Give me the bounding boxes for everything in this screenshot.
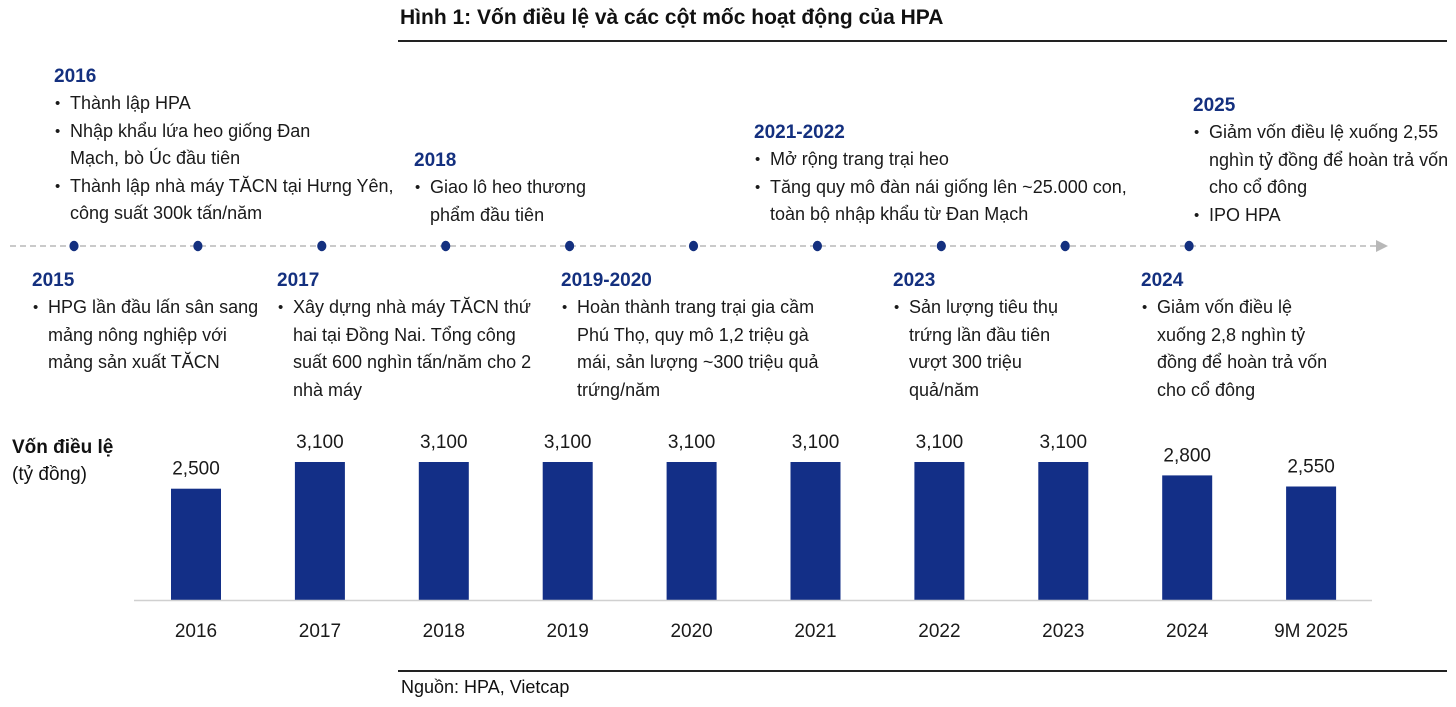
event-2024: 2024 Giảm vốn điều lệ xuống 2,8 nghìn tỷ… <box>1141 267 1351 404</box>
bar-9m-2025 <box>1286 486 1337 600</box>
event-year: 2024 <box>1141 270 1184 291</box>
title-rule <box>398 40 1447 42</box>
timeline-dot-icon <box>1184 240 1194 252</box>
timeline-dot-icon <box>317 240 327 252</box>
event-item: Giảm vốn điều lệ xuống 2,8 nghìn tỷ đồng… <box>1141 294 1337 404</box>
event-2019-2020: 2019-2020 Hoàn thành trang trại gia cầm … <box>561 267 831 404</box>
timeline-dot-icon <box>69 240 79 252</box>
timeline-dot-icon <box>812 240 823 252</box>
event-2023: 2023 Sản lượng tiêu thụ trứng lần đầu ti… <box>893 267 1093 404</box>
bar-2018 <box>418 462 469 600</box>
event-item: Sản lượng tiêu thụ trứng lần đầu tiên vư… <box>893 294 1089 404</box>
x-tick-label: 2018 <box>423 621 465 642</box>
bar-value-label: 3,100 <box>296 432 344 453</box>
bar-value-label: 3,100 <box>668 432 716 453</box>
bar-2024 <box>1162 475 1213 600</box>
source-note: Nguồn: HPA, Vietcap <box>401 677 570 697</box>
event-year: 2015 <box>32 270 75 291</box>
event-year: 2018 <box>414 150 457 171</box>
bar-value-label: 3,100 <box>792 432 840 453</box>
figure-title: Hình 1: Vốn điều lệ và các cột mốc hoạt … <box>400 6 944 29</box>
timeline-dot-icon <box>688 240 699 252</box>
event-2025: 2025 Giảm vốn điều lệ xuống 2,55 nghìn t… <box>1193 92 1453 229</box>
event-item: Hoàn thành trang trại gia cầm Phú Thọ, q… <box>561 294 839 404</box>
event-year: 2025 <box>1193 95 1236 116</box>
bar-2017 <box>294 462 345 600</box>
event-item: Mở rộng trang trại heo <box>754 146 1154 174</box>
x-tick-label: 2021 <box>794 621 836 642</box>
timeline-dot-icon <box>441 240 451 252</box>
bar-value-label: 2,500 <box>172 459 220 480</box>
bar-value-label: 3,100 <box>916 432 964 453</box>
event-item: Thành lập HPA <box>54 90 404 118</box>
event-year: 2021-2022 <box>754 122 845 143</box>
timeline <box>10 240 1388 252</box>
event-2015: 2015 HPG lần đầu lấn sân sang mảng nông … <box>32 267 262 377</box>
ylabel-unit: (tỷ đồng) <box>12 464 87 485</box>
event-item: Tăng quy mô đàn nái giống lên ~25.000 co… <box>754 174 1155 229</box>
event-2021-2022: 2021-2022 Mở rộng trang trại heo Tăng qu… <box>754 119 1154 229</box>
source-rule <box>398 670 1447 672</box>
event-item: Giảm vốn điều lệ xuống 2,55 nghìn tỷ đồn… <box>1193 119 1456 202</box>
bar-value-label: 3,100 <box>420 432 468 453</box>
x-tick-label: 2022 <box>918 621 960 642</box>
timeline-dot-icon <box>193 240 203 252</box>
event-item: Xây dựng nhà máy TĂCN thứ hai tại Đồng N… <box>277 294 551 404</box>
bar-2016 <box>171 488 221 600</box>
x-tick-label: 2020 <box>670 621 712 642</box>
timeline-dot-icon <box>936 240 946 252</box>
event-item: HPG lần đầu lấn sân sang mảng nông nghiệ… <box>32 294 260 377</box>
event-2017: 2017 Xây dựng nhà máy TĂCN thứ hai tại Đ… <box>277 267 547 404</box>
x-tick-label: 9M 2025 <box>1274 621 1348 642</box>
event-item: Giao lô heo thương phẩm đầu tiên <box>414 174 630 229</box>
bar-2022 <box>914 462 965 600</box>
arrow-right-icon <box>1376 240 1388 252</box>
timeline-dot-icon <box>565 240 575 252</box>
chart-ylabel: Vốn điều lệ (tỷ đồng) <box>12 434 113 488</box>
ylabel-title: Vốn điều lệ <box>12 437 114 458</box>
bar-2020 <box>666 462 717 600</box>
bar-value-label: 2,550 <box>1287 457 1335 478</box>
event-2016: 2016 Thành lập HPA Nhập khẩu lứa heo giố… <box>54 63 404 228</box>
event-year: 2023 <box>893 270 936 291</box>
x-tick-label: 2016 <box>175 621 217 642</box>
event-2018: 2018 Giao lô heo thương phẩm đầu tiên <box>414 147 644 229</box>
bar-2019 <box>542 462 593 600</box>
bar-value-label: 2,800 <box>1163 445 1211 466</box>
event-item: Nhập khẩu lứa heo giống Đan Mạch, bò Úc … <box>54 118 360 173</box>
event-item: IPO HPA <box>1193 202 1453 230</box>
bar-value-label: 3,100 <box>544 432 592 453</box>
x-tick-label: 2024 <box>1166 621 1209 642</box>
bar-value-label: 3,100 <box>1040 432 1088 453</box>
event-item: Thành lập nhà máy TĂCN tại Hưng Yên, côn… <box>54 173 410 228</box>
event-year: 2016 <box>54 66 97 87</box>
x-tick-label: 2023 <box>1042 621 1084 642</box>
event-year: 2017 <box>277 270 320 291</box>
timeline-dot-icon <box>1060 240 1070 252</box>
event-year: 2019-2020 <box>561 270 652 291</box>
bar-2023 <box>1038 462 1089 600</box>
x-tick-label: 2017 <box>299 621 341 642</box>
x-tick-label: 2019 <box>547 621 589 642</box>
bar-2021 <box>790 462 841 600</box>
